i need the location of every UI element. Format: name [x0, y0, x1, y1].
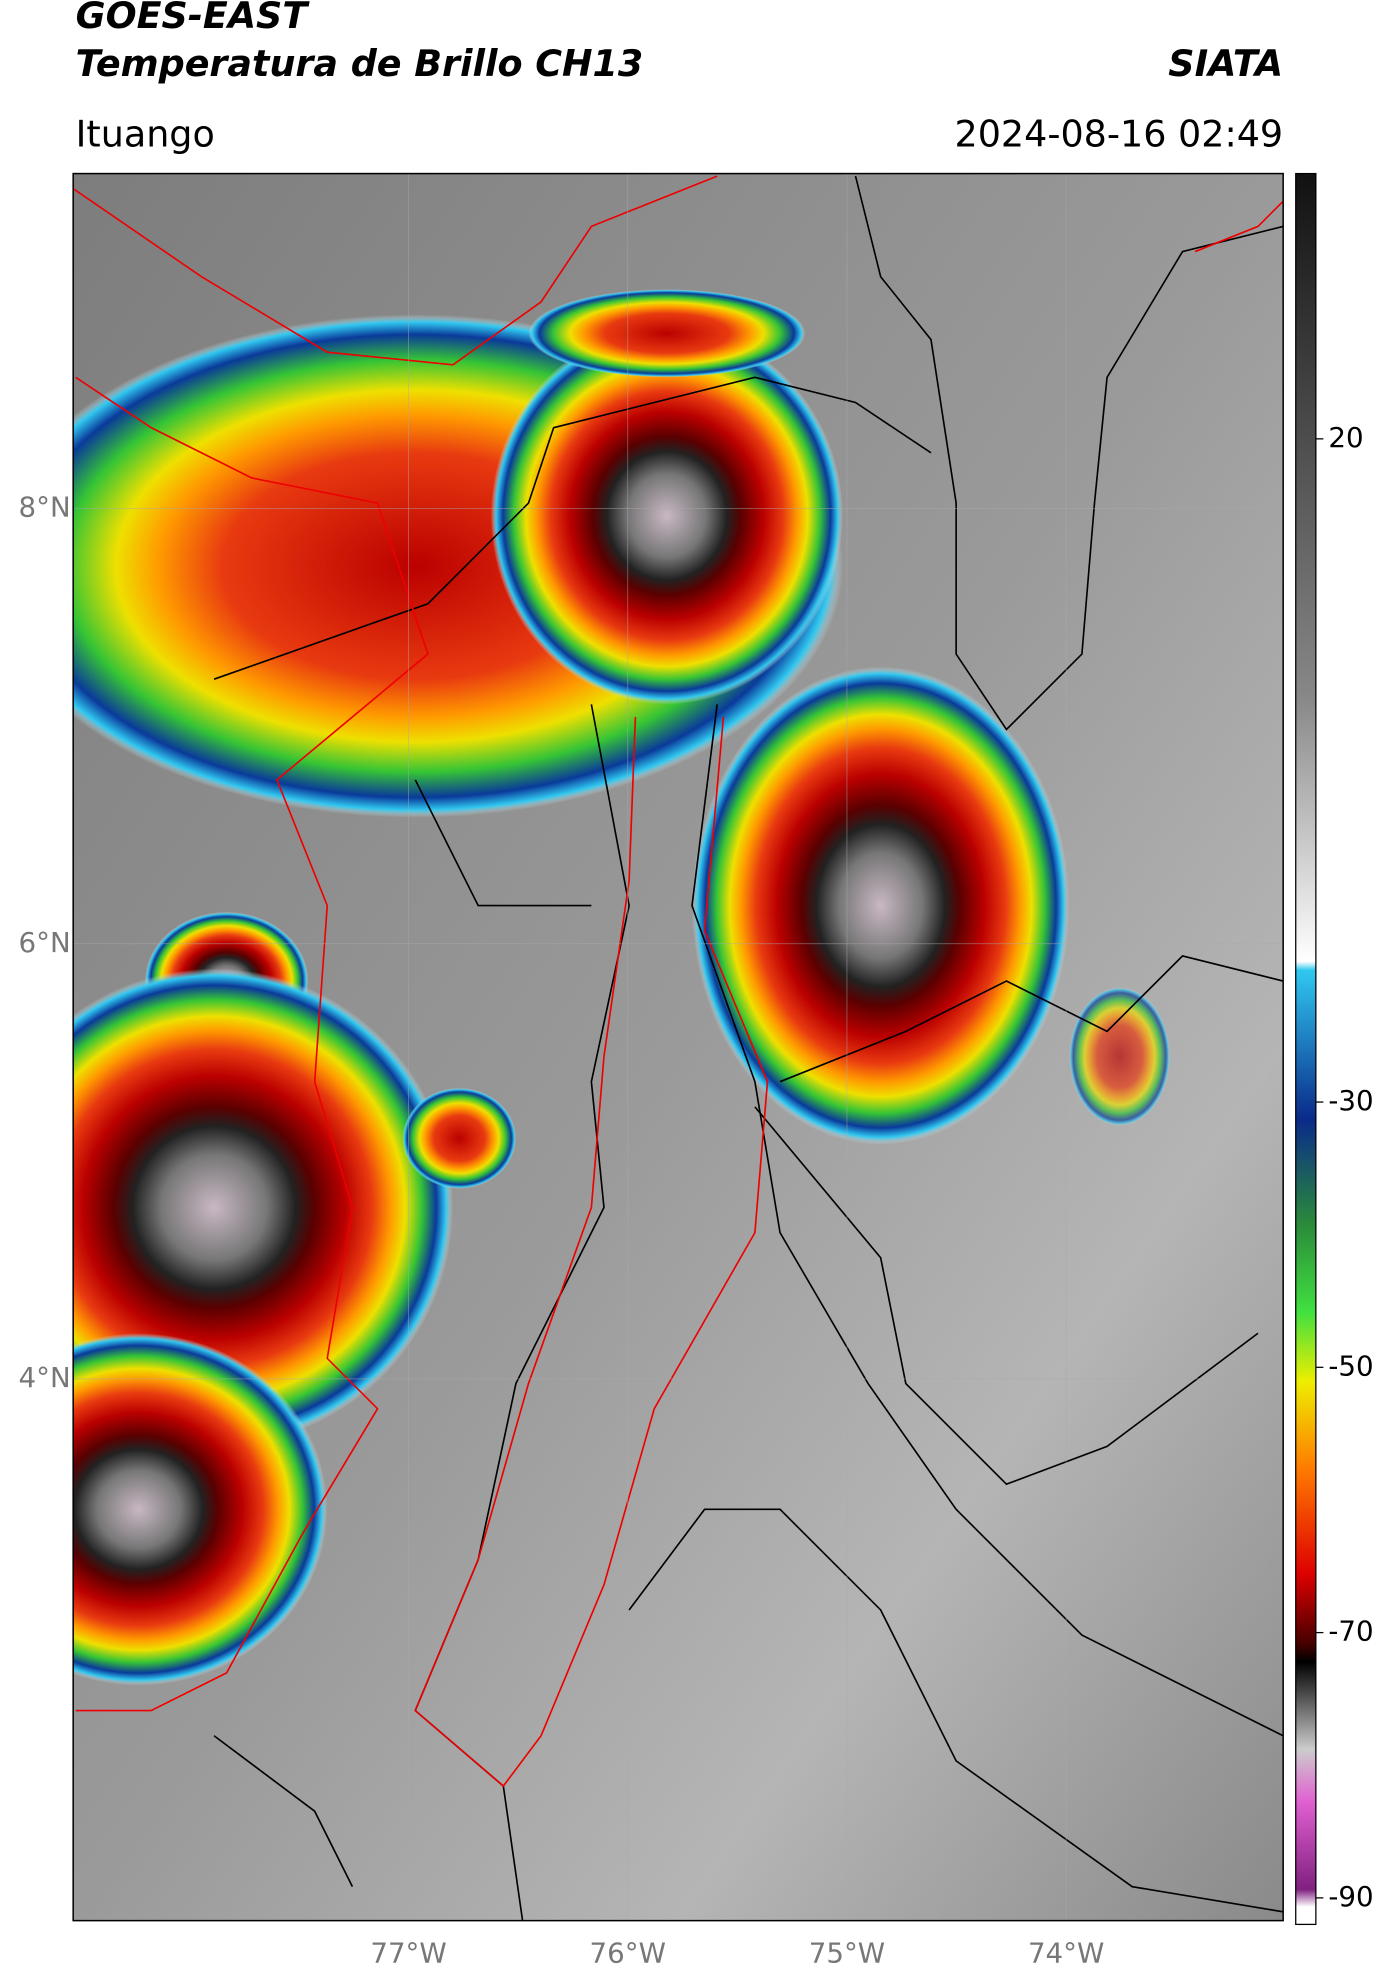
cloud: [692, 666, 1070, 1145]
cloud: [528, 289, 806, 378]
colorbar: [1295, 172, 1317, 1926]
x-tick-label: 77°W: [370, 1937, 446, 1970]
colorbar-tick-label: -30: [1328, 1084, 1373, 1117]
colorbar-tick-label: -50: [1328, 1349, 1373, 1382]
colorbar-tick-label: 20: [1328, 421, 1363, 454]
cloud: [73, 968, 453, 1447]
border: [414, 779, 1259, 1486]
border: [213, 1508, 1284, 1913]
border: [691, 704, 1284, 1737]
border-red: [1194, 200, 1284, 253]
colorbar-tick-label: -70: [1328, 1615, 1373, 1648]
coastline: [75, 376, 429, 1712]
colorbar-tick-label: -90: [1328, 1880, 1373, 1913]
cloud: [402, 1087, 516, 1189]
map-frame: [72, 172, 1284, 1922]
title: GOES-EAST: [76, 0, 311, 37]
grid: [73, 173, 1284, 1921]
subtitle: Temperatura de Brillo CH13: [76, 42, 644, 85]
y-tick-label: 6°N: [19, 926, 71, 959]
cloud: [73, 1333, 328, 1686]
y-tick-label: 4°N: [19, 1361, 71, 1394]
cloud: [1069, 987, 1170, 1126]
datetime: 2024-08-16 02:49: [955, 112, 1284, 155]
border: [779, 955, 1284, 1083]
border: [213, 376, 932, 680]
y-tick-label: 8°N: [19, 491, 71, 524]
x-tick-label: 75°W: [809, 1937, 885, 1970]
border-red: [73, 175, 718, 366]
x-tick-label: 74°W: [1028, 1937, 1104, 1970]
cloud: [490, 327, 843, 705]
department-boundary: [414, 716, 769, 1788]
axes: 77°W 76°W 75°W 74°W 8°N 6°N 4°N 20 -30 -50 -70 -90: [19, 421, 1374, 1970]
x-tick-label: 76°W: [590, 1937, 666, 1970]
map-image: [73, 173, 1284, 1921]
source: SIATA: [1168, 42, 1283, 85]
location: Ituango: [76, 112, 215, 155]
border: [854, 175, 1284, 731]
